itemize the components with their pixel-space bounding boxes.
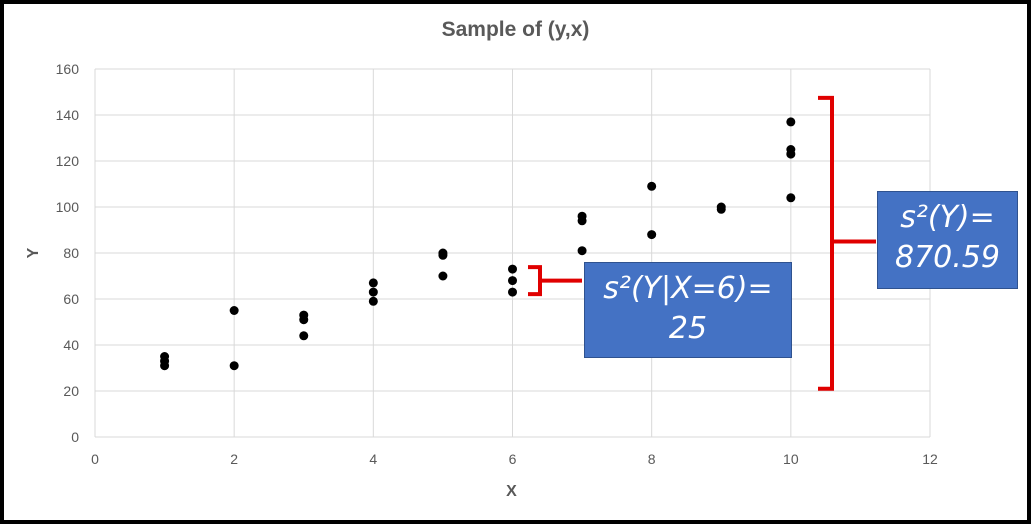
x-tick-label: 0: [91, 451, 99, 467]
data-point: [160, 361, 170, 371]
data-point: [786, 117, 796, 127]
y-tick-label: 0: [71, 429, 79, 445]
data-point: [508, 264, 517, 274]
y-tick-label: 60: [63, 291, 79, 307]
total-variance-label: s²(Y)=: [900, 200, 995, 235]
y-tick-label: 140: [56, 107, 80, 123]
data-point: [716, 204, 726, 214]
total-variance-callout: s²(Y)= 870.59: [877, 191, 1018, 289]
data-point: [577, 246, 587, 256]
data-point: [299, 315, 309, 325]
y-tick-label: 20: [63, 383, 79, 399]
x-axis-label: X: [506, 483, 517, 500]
y-tick-label: 120: [56, 153, 80, 169]
conditional-variance-label: s²(Y|X=6)=: [603, 271, 773, 306]
y-tick-label: 80: [63, 245, 79, 261]
total-variance-bracket: [818, 95, 876, 391]
data-point: [786, 193, 796, 203]
data-point: [368, 278, 378, 288]
data-point: [577, 216, 587, 226]
conditional-variance-bracket: [528, 265, 582, 297]
x-tick-label: 6: [509, 451, 517, 467]
x-tick-label: 2: [230, 451, 238, 467]
y-tick-label: 40: [63, 337, 79, 353]
data-point: [647, 181, 657, 191]
y-axis-label: Y: [25, 247, 42, 258]
conditional-variance-callout: s²(Y|X=6)= 25: [584, 262, 792, 358]
data-point: [508, 276, 517, 286]
total-variance-value: 870.59: [895, 240, 1000, 275]
x-tick-label: 4: [369, 451, 377, 467]
data-point: [647, 230, 657, 240]
x-tick-label: 8: [648, 451, 656, 467]
data-point: [508, 287, 517, 297]
data-point: [438, 271, 448, 281]
y-tick-label: 160: [56, 61, 80, 77]
data-point: [368, 296, 378, 306]
data-point: [299, 331, 309, 341]
y-tick-label: 100: [56, 199, 80, 215]
data-point: [229, 361, 239, 371]
data-point: [368, 287, 378, 297]
x-tick-label: 10: [783, 451, 799, 467]
chart-title: Sample of (y,x): [441, 18, 590, 41]
data-point: [229, 306, 239, 315]
data-point: [438, 250, 448, 260]
conditional-variance-value: 25: [668, 311, 708, 346]
x-tick-label: 12: [922, 451, 938, 467]
data-point: [786, 149, 796, 159]
